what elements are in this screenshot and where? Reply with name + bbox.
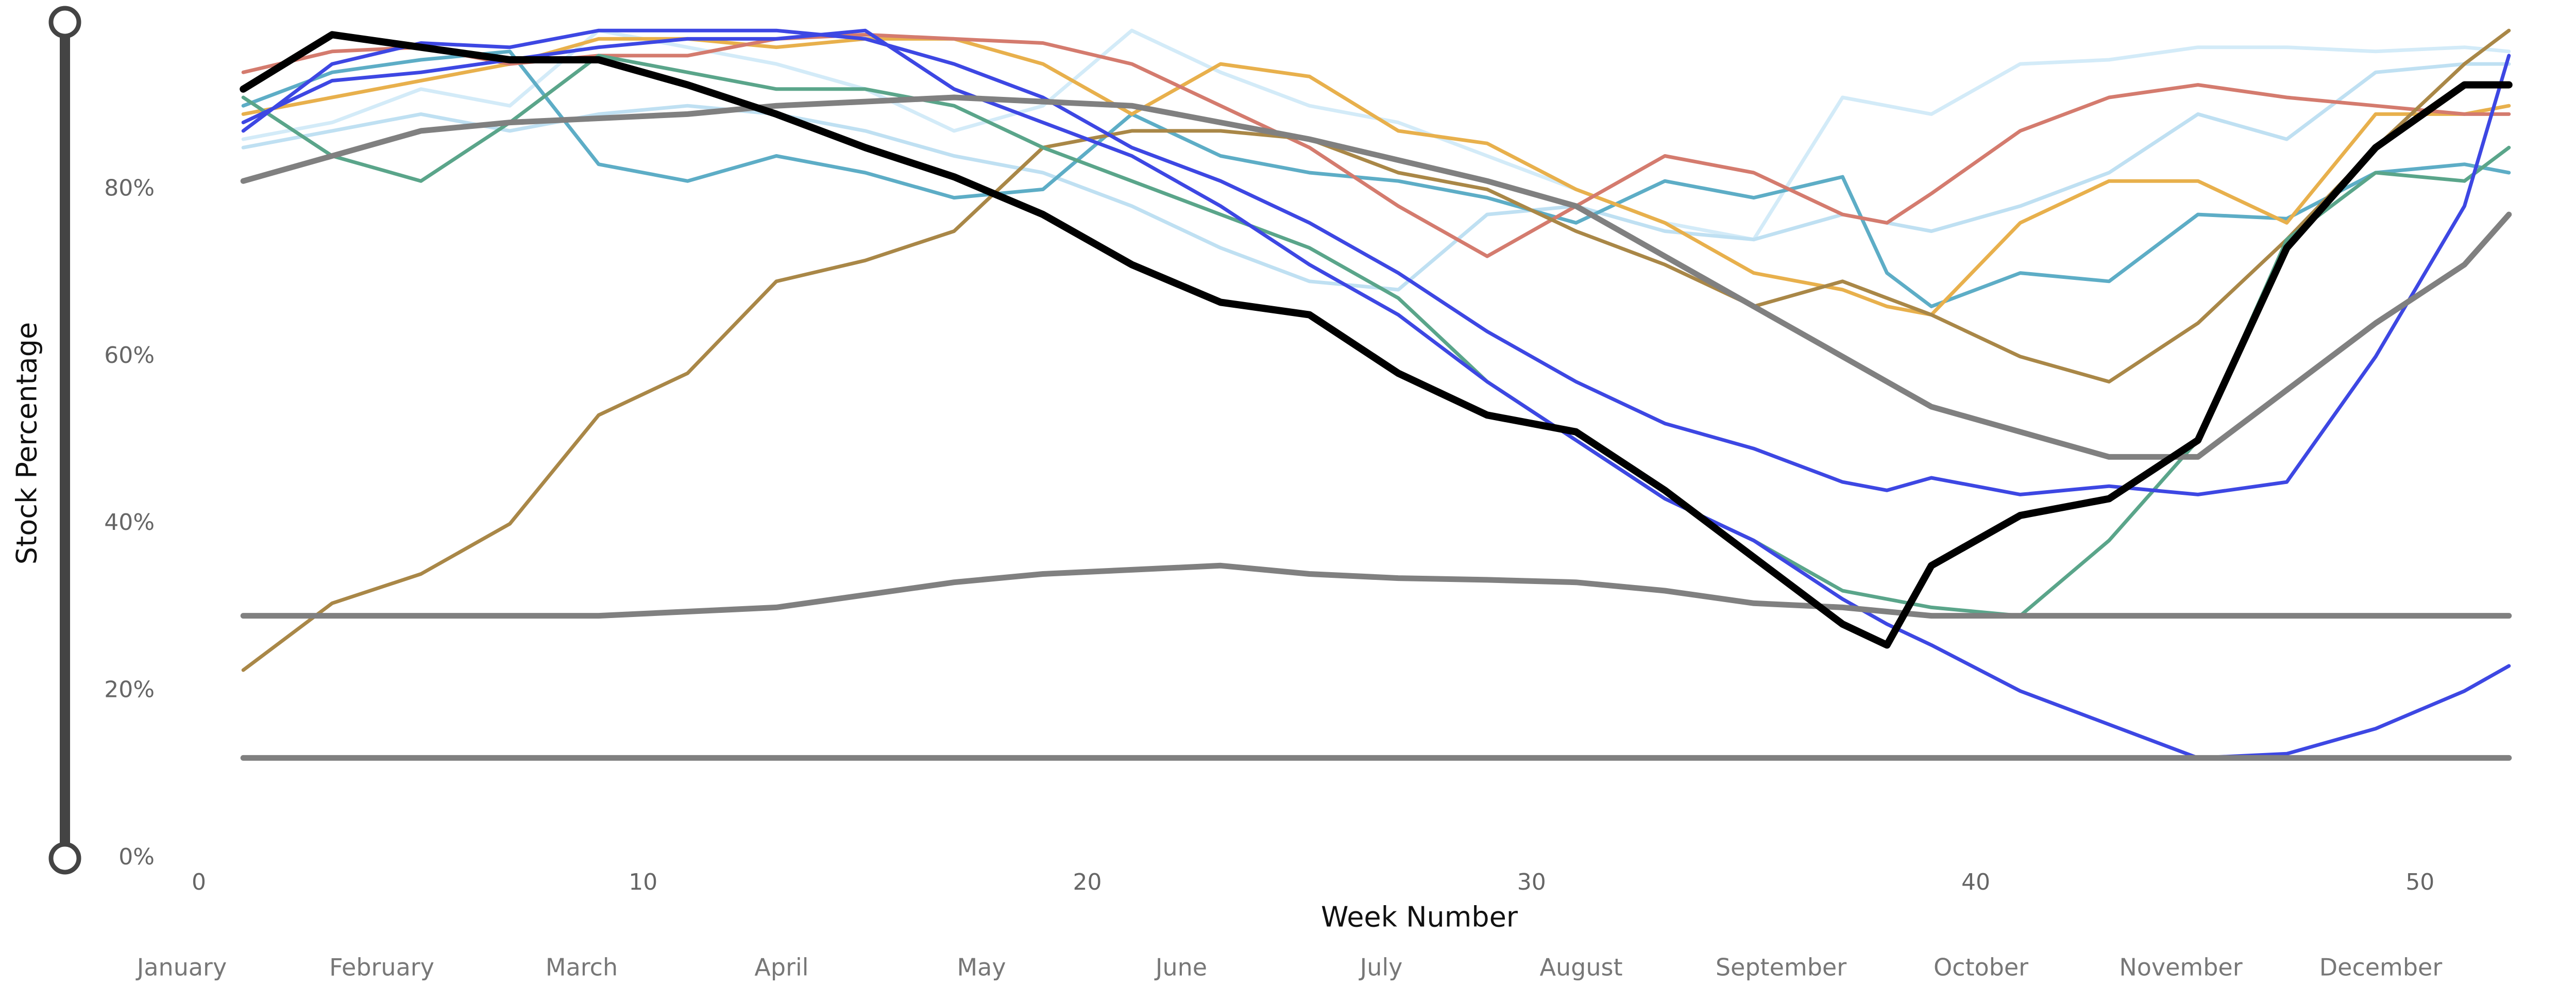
x-tick-label: 0 <box>192 869 206 895</box>
slider-handle-top[interactable] <box>48 6 81 39</box>
series-line <box>241 37 2511 317</box>
month-label: September <box>1716 954 1846 981</box>
month-label: December <box>2319 954 2443 981</box>
y-tick-label: 60% <box>104 342 155 369</box>
month-label: July <box>1359 954 1403 981</box>
x-axis-title: Week Number <box>1321 901 1518 933</box>
slider-handle-bottom[interactable] <box>48 842 81 875</box>
month-label: January <box>135 954 227 981</box>
series-line <box>240 94 2512 460</box>
y-tick-label: 20% <box>104 677 155 703</box>
series-line <box>240 562 2512 619</box>
y-tick-label: 0% <box>118 844 155 870</box>
x-tick-label: 50 <box>2405 869 2434 895</box>
y-axis-title: Stock Percentage <box>11 322 43 564</box>
series-line <box>241 28 2511 760</box>
series-line <box>241 28 2511 672</box>
series-line <box>241 54 2511 618</box>
series-line <box>241 28 2511 496</box>
x-tick-label: 40 <box>1961 869 1990 895</box>
series-line <box>241 49 2511 308</box>
month-label: May <box>957 954 1006 981</box>
month-label: November <box>2119 954 2242 981</box>
y-tick-label: 40% <box>104 509 155 536</box>
month-label: August <box>1540 954 1623 981</box>
y-tick-label: 80% <box>104 175 155 201</box>
month-label: March <box>546 954 618 981</box>
series-line <box>241 32 2511 258</box>
series-line <box>240 31 2513 649</box>
range-slider <box>48 6 81 875</box>
month-label: October <box>1934 954 2028 981</box>
series-line <box>241 62 2511 292</box>
month-label: February <box>329 954 434 981</box>
month-label: April <box>754 954 808 981</box>
x-tick-label: 30 <box>1517 869 1546 895</box>
month-label: June <box>1154 954 1207 981</box>
x-tick-label: 20 <box>1073 869 1102 895</box>
x-tick-label: 10 <box>629 869 657 895</box>
